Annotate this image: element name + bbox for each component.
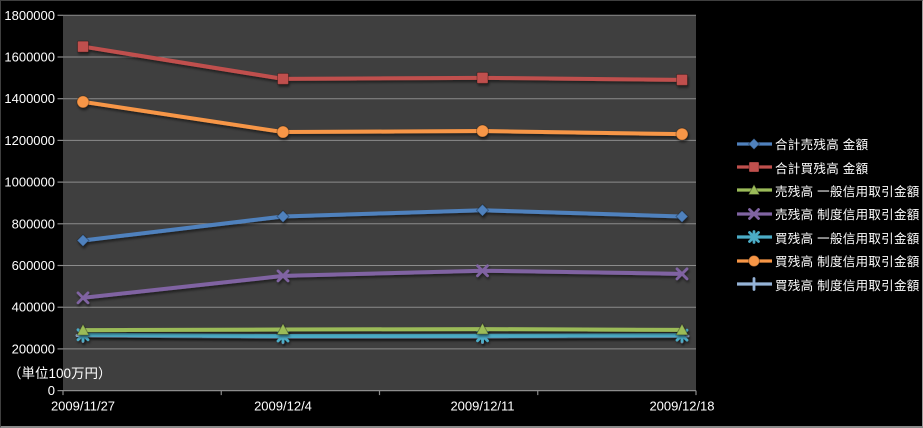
series-line (81, 332, 684, 338)
data-point-marker (276, 125, 290, 139)
y-tick-label: 1200000 (4, 133, 55, 148)
series-5 (76, 95, 689, 141)
y-tick-label: 1400000 (4, 91, 55, 106)
data-point-marker (747, 137, 761, 150)
data-point-marker (748, 254, 760, 267)
y-tick-label: 1600000 (4, 50, 55, 65)
legend-label: 買残高 制度信用取引金額 (775, 255, 920, 270)
data-point-marker (476, 264, 489, 278)
x-tick-label: 2009/12/4 (254, 399, 312, 414)
series-0 (76, 203, 689, 248)
legend-item: 合計売残高 金額 (736, 132, 920, 155)
y-tick-label: 200000 (12, 341, 55, 356)
data-point-marker (675, 267, 689, 281)
y-tick-label: 1800000 (4, 8, 55, 23)
legend-marker-icon (737, 207, 772, 220)
x-tick-label: 2009/12/11 (450, 399, 514, 414)
legend-item: 合計買残高 金額 (736, 155, 920, 178)
legend-item: 買残高 制度信用取引金額 (736, 249, 920, 272)
series-line (81, 44, 684, 82)
data-point-marker (475, 203, 490, 217)
data-point-marker (76, 233, 90, 248)
series-lines (75, 40, 690, 345)
y-tick-label: 1000000 (4, 175, 55, 190)
legend-label: 合計売残高 金額 (775, 138, 869, 153)
data-point-marker (675, 127, 689, 141)
legend-item: 買残高 制度信用取引金額 (736, 272, 920, 295)
data-point-marker (76, 291, 90, 305)
data-point-marker (676, 73, 688, 86)
data-point-marker (748, 207, 760, 220)
series-line (81, 99, 684, 137)
series-line (81, 268, 684, 300)
data-point-marker (277, 72, 289, 85)
axis-unit-note: （単位100万円） (8, 366, 112, 381)
legend: 合計売残高 金額 合計買残高 金額売残高 一般信用取引金額 売残高 制度信用取引金額… (736, 132, 920, 296)
data-point-marker (475, 322, 490, 335)
legend-item: 売残高 一般信用取引金額 (736, 179, 920, 202)
y-tick-label: 400000 (12, 300, 55, 315)
legend-item: 売残高 制度信用取引金額 (736, 202, 920, 225)
data-point-marker (748, 230, 760, 245)
legend-item: 買残高 一般信用取引金額 (736, 226, 920, 249)
series-3 (76, 264, 689, 305)
series-line (81, 327, 684, 333)
series-1 (77, 40, 688, 86)
x-tick-label: 2009/11/27 (51, 399, 115, 414)
x-tick-label: 2009/12/18 (649, 399, 714, 414)
legend-label: 売残高 一般信用取引金額 (775, 184, 920, 199)
legend-marker-icon (737, 230, 772, 245)
data-point-marker (476, 124, 489, 138)
gridlines (57, 14, 697, 396)
data-point-marker (675, 322, 689, 336)
data-point-marker (276, 269, 290, 283)
series-2 (76, 322, 689, 336)
data-point-marker (476, 71, 489, 84)
legend-marker-icon (737, 161, 772, 173)
data-point-marker (748, 161, 760, 173)
data-point-marker (675, 209, 689, 224)
series-line (81, 208, 684, 243)
data-point-marker (747, 277, 761, 291)
data-point-marker (276, 322, 290, 336)
legend-label: 売残高 制度信用取引金額 (775, 208, 920, 223)
legend-label: 合計買残高 金額 (775, 161, 869, 176)
y-tick-label: 800000 (12, 216, 55, 231)
legend-label: 買残高 制度信用取引金額 (775, 278, 920, 293)
axis-labels: 0 200000 400000 600000 800000 1000000 1200000 1… (4, 8, 714, 414)
legend-label: 買残高 一般信用取引金額 (775, 231, 920, 246)
data-point-marker (276, 209, 290, 224)
legend-marker-icon (737, 183, 772, 196)
legend-marker-icon (737, 137, 772, 150)
data-point-marker (77, 40, 89, 53)
y-tick-label: 0 (48, 383, 55, 398)
legend-marker-icon (737, 254, 772, 267)
data-point-marker (747, 183, 761, 196)
legend-marker-icon (737, 277, 772, 291)
data-point-marker (76, 323, 90, 336)
data-point-marker (76, 95, 90, 109)
y-tick-label: 600000 (12, 258, 55, 273)
